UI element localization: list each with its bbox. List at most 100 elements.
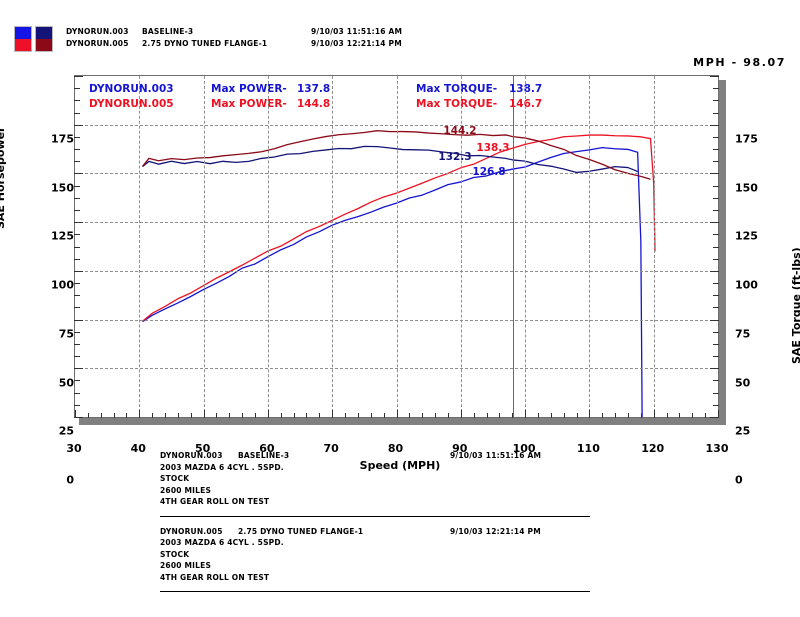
y-axis-tick-right <box>713 88 719 90</box>
x-axis-tick-label: 60 <box>259 442 275 455</box>
y-axis-tick-right <box>713 283 719 285</box>
top-legend-run-name: DYNORUN.003 <box>66 27 129 36</box>
x-axis-tick <box>435 413 437 418</box>
cursor-line[interactable] <box>512 76 514 417</box>
x-axis-tick <box>537 413 539 418</box>
y-axis-tick-right <box>713 197 719 199</box>
y-axis-tick-left <box>74 283 80 285</box>
x-axis-tick <box>525 410 527 418</box>
gridline-horizontal <box>75 173 718 175</box>
x-axis-tick <box>370 413 372 418</box>
x-axis-tick <box>653 410 655 418</box>
x-axis-tick <box>563 413 565 418</box>
x-axis-tick <box>512 413 514 418</box>
y-axis-tick-right <box>713 209 719 211</box>
legend-max-torque-label: Max TORQUE- <box>416 83 498 95</box>
top-legend-run-time: 9/10/03 12:21:14 PM <box>311 39 402 48</box>
y-axis-tick-left <box>74 319 83 321</box>
y-axis-tick-left <box>74 258 80 260</box>
x-axis-tick <box>332 410 334 418</box>
x-axis-tick <box>615 413 617 418</box>
y-axis-tick-label-left: 25 <box>58 424 74 438</box>
x-axis-tick <box>460 410 462 418</box>
x-axis-tick <box>718 410 719 418</box>
x-axis-tick <box>357 413 359 418</box>
x-axis-tick <box>319 413 321 418</box>
y-axis-tick-right <box>713 136 719 138</box>
y-axis-tick-left <box>74 343 80 345</box>
y-axis-tick-label-right: 100 <box>735 278 758 292</box>
swatch-bottom <box>15 39 31 51</box>
y-axis-tick-label-left: 75 <box>58 327 74 341</box>
gridline-horizontal <box>75 270 718 272</box>
x-axis-tick-label: 70 <box>323 442 339 455</box>
x-axis-tick <box>589 410 591 418</box>
x-axis-tick <box>216 413 218 418</box>
gridline-vertical <box>525 76 527 417</box>
x-axis-tick-label: 100 <box>512 442 536 455</box>
x-axis-tick <box>113 413 115 418</box>
x-axis-tick <box>705 413 707 418</box>
legend-max-power-label: Max POWER- <box>211 83 287 95</box>
x-axis-tick <box>165 413 167 418</box>
run-info-divider <box>160 591 590 592</box>
plot-area: DYNORUN.003 Max POWER- 137.8 Max TORQUE-… <box>74 75 719 418</box>
x-axis-tick-label: 80 <box>387 442 404 455</box>
gridline-vertical <box>267 76 269 417</box>
top-legend-run-name: DYNORUN.005 <box>66 39 129 48</box>
top-legend-run-desc: 2.75 DYNO TUNED FLANGE-1 <box>142 39 268 48</box>
x-axis-tick <box>280 413 282 418</box>
y-axis-tick-left <box>74 209 80 211</box>
y-axis-tick-right <box>710 319 719 321</box>
x-axis-tick <box>267 410 269 418</box>
y-axis-tick-right <box>710 368 719 370</box>
y-axis-tick-right <box>713 161 719 163</box>
y-axis-tick-left <box>74 161 80 163</box>
y-axis-title-left: SAE Horsepower <box>0 126 7 229</box>
y-axis-tick-right <box>713 185 719 187</box>
y-axis-tick-left <box>74 197 80 199</box>
gridline-vertical <box>589 76 591 417</box>
y-axis-tick-label-right: 75 <box>735 327 751 341</box>
curve-value-label: 138.3 <box>476 142 510 154</box>
y-axis-tick-label-right: 175 <box>735 132 758 146</box>
plot-shadow-bottom <box>79 418 726 425</box>
swatch-top <box>15 27 31 39</box>
y-axis-tick-left <box>74 234 80 236</box>
x-axis-title: Speed (MPH) <box>359 459 441 472</box>
run-info-line: 4TH GEAR ROLL ON TEST <box>160 497 270 506</box>
x-axis-tick <box>499 413 501 418</box>
x-axis-tick <box>229 413 231 418</box>
run-info-line: 2003 MAZDA 6 4CYL . 5SPD. <box>160 462 284 472</box>
swatch-run-005 <box>35 26 53 52</box>
x-axis-tick <box>627 413 629 418</box>
mph-readout: MPH - 98.07 <box>693 56 786 69</box>
x-axis-tick <box>87 413 89 418</box>
run-info-line: STOCK <box>160 474 190 483</box>
gridline-horizontal <box>75 319 718 321</box>
x-axis-tick <box>396 410 398 418</box>
y-axis-tick-right <box>713 404 719 406</box>
y-axis-tick-right <box>713 234 719 236</box>
y-axis-tick-label-left: 175 <box>51 132 74 146</box>
x-axis-tick <box>447 413 449 418</box>
y-axis-tick-left <box>74 392 80 394</box>
x-axis-tick <box>177 413 179 418</box>
y-axis-tick-right <box>713 307 719 309</box>
gridline-vertical <box>332 76 334 417</box>
x-axis-tick-label: 30 <box>66 442 82 455</box>
run-info-line: STOCK <box>160 549 190 559</box>
y-axis-tick-right <box>713 258 719 260</box>
swatch-bottom <box>36 39 52 51</box>
x-axis-tick-label: 130 <box>705 442 729 455</box>
y-axis-title-right: SAE Torque (ft-lbs) <box>790 247 800 364</box>
y-axis-tick-left <box>74 270 83 272</box>
y-axis-tick-label-right: 150 <box>735 181 758 195</box>
y-axis-tick-left <box>74 307 80 309</box>
run-info-line: 2003 MAZDA 6 4CYL . 5SPD. <box>160 538 284 547</box>
top-legend: DYNORUN.003 BASELINE-3 9/10/03 11:51:16 … <box>0 0 800 60</box>
y-axis-tick-right <box>710 124 719 126</box>
curve-value-label: 132.3 <box>438 151 472 163</box>
y-axis-tick-left <box>74 356 80 358</box>
y-axis-tick-right <box>713 246 719 248</box>
